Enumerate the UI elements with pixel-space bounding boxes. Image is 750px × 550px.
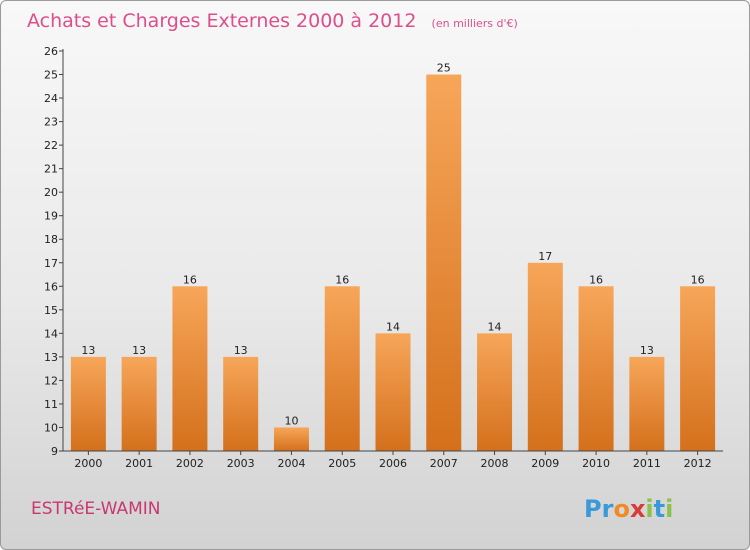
y-tick-label: 24 [44,92,58,105]
bar-value-label: 13 [234,344,248,357]
logo-letter: t [654,495,665,523]
x-tick-label: 2011 [633,457,661,470]
bar [172,286,208,451]
bar [477,333,513,451]
logo-letter: x [630,495,646,523]
bar [273,427,309,451]
bar [426,74,462,451]
bar-value-label: 16 [589,273,603,286]
y-tick-label: 11 [44,398,58,411]
x-tick-label: 2009 [531,457,559,470]
logo-letter: P [584,495,602,523]
bar [121,356,157,451]
y-tick-label: 23 [44,116,58,129]
x-tick-label: 2006 [379,457,407,470]
x-tick-label: 2001 [125,457,153,470]
bar-value-label: 13 [640,344,654,357]
chart-unit-text: (en milliers d'€) [432,17,518,30]
y-tick-label: 25 [44,69,58,82]
proxiti-logo: Proxiti [584,495,673,523]
x-tick-label: 2005 [328,457,356,470]
y-tick-label: 20 [44,186,58,199]
x-tick-label: 2007 [430,457,458,470]
commune-name: ESTRéE-WAMIN [31,499,161,519]
x-tick-label: 2008 [481,457,509,470]
chart-title: Achats et Charges Externes 2000 à 2012 (… [27,10,518,32]
bar-value-label: 14 [488,320,502,333]
bar-value-label: 16 [335,273,349,286]
chart-title-text: Achats et Charges Externes 2000 à 2012 [27,10,416,32]
y-tick-label: 26 [44,45,58,58]
x-tick-label: 2004 [277,457,305,470]
y-tick-label: 13 [44,351,58,364]
x-tick-label: 2012 [684,457,712,470]
bar-value-label: 16 [183,273,197,286]
y-tick-label: 16 [44,280,58,293]
x-tick-label: 2003 [227,457,255,470]
bar-value-label: 13 [81,344,95,357]
y-tick-label: 10 [44,421,58,434]
y-tick-label: 15 [44,304,58,317]
x-axis: 2000 2001 2002 2003 2004 2005 2006 2007 2008 2009… [63,450,723,470]
bars-group: 13 13 16 13 10 16 14 25 14 17 16 13 16 [70,62,716,451]
y-axis: 9 10 11 12 13 14 15 16 17 18 19 20 21 22 23 24 25 26 [44,45,64,458]
bar [375,333,411,451]
bar-value-label: 17 [538,250,552,263]
y-tick-label: 12 [44,374,58,387]
bar [527,262,563,451]
x-tick-label: 2002 [176,457,204,470]
y-tick-label: 19 [44,210,58,223]
x-tick-label: 2010 [582,457,610,470]
y-tick-label: 18 [44,233,58,246]
bar-value-label: 16 [691,273,705,286]
bar [629,356,665,451]
bar [70,356,106,451]
logo-letter: r [602,495,614,523]
bar-value-label: 25 [437,62,451,75]
y-tick-label: 9 [51,445,58,458]
bar-value-label: 10 [284,414,298,427]
y-tick-label: 14 [44,327,58,340]
y-tick-label: 22 [44,139,58,152]
bar-value-label: 13 [132,344,146,357]
y-tick-label: 21 [44,163,58,176]
logo-letter: o [613,495,630,523]
bar [578,286,614,451]
logo-letter: i [665,495,673,523]
bar-value-label: 14 [386,320,400,333]
bar [680,286,716,451]
y-tick-label: 17 [44,257,58,270]
bar [223,356,259,451]
logo-letter: i [645,495,653,523]
x-tick-label: 2000 [74,457,102,470]
bar [324,286,360,451]
